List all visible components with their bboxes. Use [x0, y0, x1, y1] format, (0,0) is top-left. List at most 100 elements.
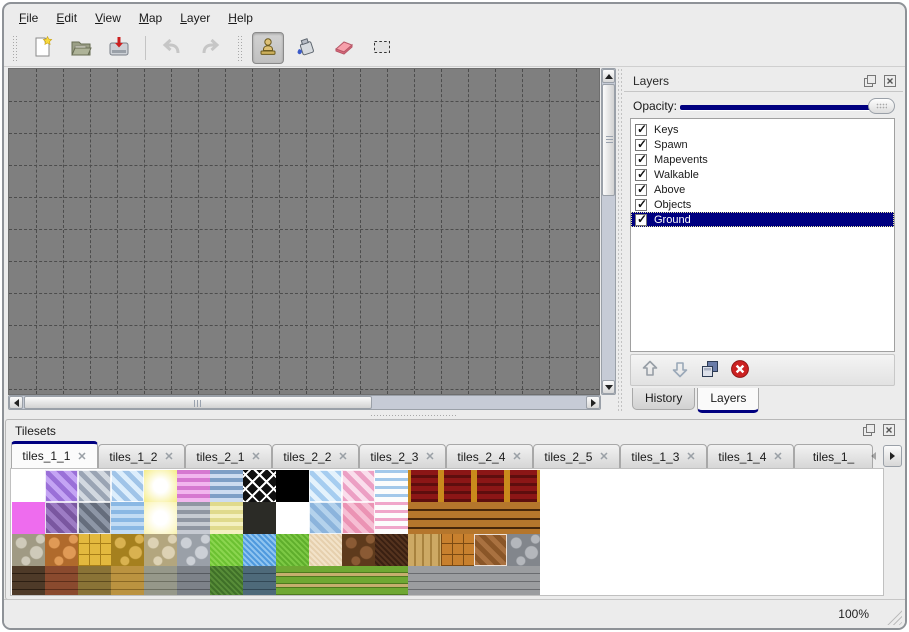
palette-tile-r1c11[interactable]: [375, 502, 408, 534]
tileset-tab-tiles_1_2[interactable]: tiles_1_2 ✕: [98, 444, 185, 468]
palette-tile-r3c11[interactable]: [375, 566, 408, 595]
palette-tile-r2c9[interactable]: [309, 534, 342, 566]
palette-tile-r2c7[interactable]: [243, 534, 276, 566]
layer-row-objects[interactable]: ✓ Objects: [631, 197, 894, 212]
fill-tool-button[interactable]: [290, 32, 322, 64]
palette-tile-r0c15[interactable]: [507, 470, 540, 502]
delete-layer-button[interactable]: [729, 359, 751, 381]
palette-tile-r3c8[interactable]: [276, 566, 309, 595]
palette-tile-r1c12[interactable]: [408, 502, 441, 534]
layer-visibility-checkbox[interactable]: ✓: [635, 167, 647, 181]
palette-tile-r3c12[interactable]: [408, 566, 441, 595]
close-panel-button[interactable]: [883, 74, 897, 88]
lower-layer-button[interactable]: [669, 359, 691, 381]
palette-tile-r1c6[interactable]: [210, 502, 243, 534]
tileset-tab-tiles_1[interactable]: tiles_1_: [794, 444, 873, 468]
palette-tile-r2c1[interactable]: [45, 534, 78, 566]
menu-view[interactable]: View: [95, 11, 121, 25]
palette-tile-r2c5[interactable]: [177, 534, 210, 566]
palette-tile-r3c4[interactable]: [144, 566, 177, 595]
new-file-button[interactable]: [27, 32, 59, 64]
palette-tile-r1c10[interactable]: [342, 502, 375, 534]
palette-tile-r3c13[interactable]: [441, 566, 474, 595]
palette-tile-r1c13[interactable]: [441, 502, 474, 534]
tileset-tab-tiles_1_3[interactable]: tiles_1_3 ✕: [620, 444, 707, 468]
save-file-button[interactable]: [103, 32, 135, 64]
layer-visibility-checkbox[interactable]: ✓: [635, 137, 647, 151]
palette-tile-r0c13[interactable]: [441, 470, 474, 502]
tileset-tab-tiles_2_5[interactable]: tiles_2_5 ✕: [533, 444, 620, 468]
close-tab-icon[interactable]: ✕: [599, 451, 609, 463]
palette-tile-r0c8[interactable]: [276, 470, 309, 502]
close-tab-icon[interactable]: ✕: [773, 451, 783, 463]
undo-button[interactable]: [156, 32, 188, 64]
palette-tile-r2c14[interactable]: [474, 534, 507, 566]
palette-tile-r2c0[interactable]: [12, 534, 45, 566]
scroll-down-button[interactable]: [602, 380, 615, 394]
palette-tile-r0c1[interactable]: [45, 470, 78, 502]
palette-tile-r2c3[interactable]: [111, 534, 144, 566]
palette-tile-r3c2[interactable]: [78, 566, 111, 595]
palette-tile-r0c12[interactable]: [408, 470, 441, 502]
toolbar-drag-handle[interactable]: [237, 35, 243, 61]
palette-tile-r0c9[interactable]: [309, 470, 342, 502]
palette-tile-r1c14[interactable]: [474, 502, 507, 534]
palette-tile-r0c10[interactable]: [342, 470, 375, 502]
scroll-up-button[interactable]: [602, 69, 615, 83]
close-tilesets-button[interactable]: [882, 423, 896, 437]
palette-tile-r3c3[interactable]: [111, 566, 144, 595]
scroll-left-button[interactable]: [9, 396, 23, 409]
palette-tile-r2c10[interactable]: [342, 534, 375, 566]
palette-tile-r2c11[interactable]: [375, 534, 408, 566]
palette-tile-r2c13[interactable]: [441, 534, 474, 566]
float-tilesets-button[interactable]: [862, 423, 876, 437]
palette-tile-r1c8[interactable]: [276, 502, 309, 534]
layer-visibility-checkbox[interactable]: ✓: [635, 122, 647, 136]
layer-row-walkable[interactable]: ✓ Walkable: [631, 167, 894, 182]
layer-row-mapevents[interactable]: ✓ Mapevents: [631, 152, 894, 167]
vertical-splitter[interactable]: [617, 68, 623, 412]
toolbar-drag-handle[interactable]: [12, 35, 18, 61]
palette-tile-r2c6[interactable]: [210, 534, 243, 566]
opacity-slider-track[interactable]: [680, 105, 891, 110]
tileset-tab-tiles_2_2[interactable]: tiles_2_2 ✕: [272, 444, 359, 468]
layer-row-above[interactable]: ✓ Above: [631, 182, 894, 197]
palette-tile-r1c3[interactable]: [111, 502, 144, 534]
palette-tile-r0c0[interactable]: [12, 470, 45, 502]
palette-tile-r2c4[interactable]: [144, 534, 177, 566]
close-tab-icon[interactable]: ✕: [251, 451, 261, 463]
palette-tile-r1c9[interactable]: [309, 502, 342, 534]
layer-visibility-checkbox[interactable]: ✓: [635, 212, 647, 226]
opacity-slider-handle[interactable]: [868, 98, 895, 114]
palette-tile-r1c1[interactable]: [45, 502, 78, 534]
palette-tile-r3c9[interactable]: [309, 566, 342, 595]
eraser-tool-button[interactable]: [328, 32, 360, 64]
palette-tile-r2c8[interactable]: [276, 534, 309, 566]
tileset-tab-tiles_2_4[interactable]: tiles_2_4 ✕: [446, 444, 533, 468]
palette-tile-r1c7[interactable]: [243, 502, 276, 534]
layer-visibility-checkbox[interactable]: ✓: [635, 197, 647, 211]
stamp-tool-button[interactable]: [252, 32, 284, 64]
dock-tab-history[interactable]: History: [632, 388, 696, 410]
palette-tile-r0c14[interactable]: [474, 470, 507, 502]
palette-tile-r3c10[interactable]: [342, 566, 375, 595]
open-file-button[interactable]: [65, 32, 97, 64]
canvas-hscrollbar[interactable]: [8, 395, 601, 410]
palette-tile-r2c2[interactable]: [78, 534, 111, 566]
close-tab-icon[interactable]: ✕: [686, 451, 696, 463]
palette-tile-r3c14[interactable]: [474, 566, 507, 595]
palette-tile-r1c2[interactable]: [78, 502, 111, 534]
raise-layer-button[interactable]: [639, 359, 661, 381]
palette-tile-r0c2[interactable]: [78, 470, 111, 502]
palette-tile-r3c1[interactable]: [45, 566, 78, 595]
tileset-tab-tiles_2_3[interactable]: tiles_2_3 ✕: [359, 444, 446, 468]
close-tab-icon[interactable]: ✕: [164, 451, 174, 463]
dock-tab-layers[interactable]: Layers: [697, 388, 760, 413]
palette-tile-r2c15[interactable]: [507, 534, 540, 566]
menu-help[interactable]: Help: [228, 11, 253, 25]
close-tab-icon[interactable]: ✕: [425, 451, 435, 463]
canvas-vscrollbar[interactable]: [601, 68, 616, 395]
menu-map[interactable]: Map: [138, 11, 163, 25]
close-tab-icon[interactable]: ✕: [338, 451, 348, 463]
rect-select-tool-button[interactable]: [366, 32, 398, 64]
